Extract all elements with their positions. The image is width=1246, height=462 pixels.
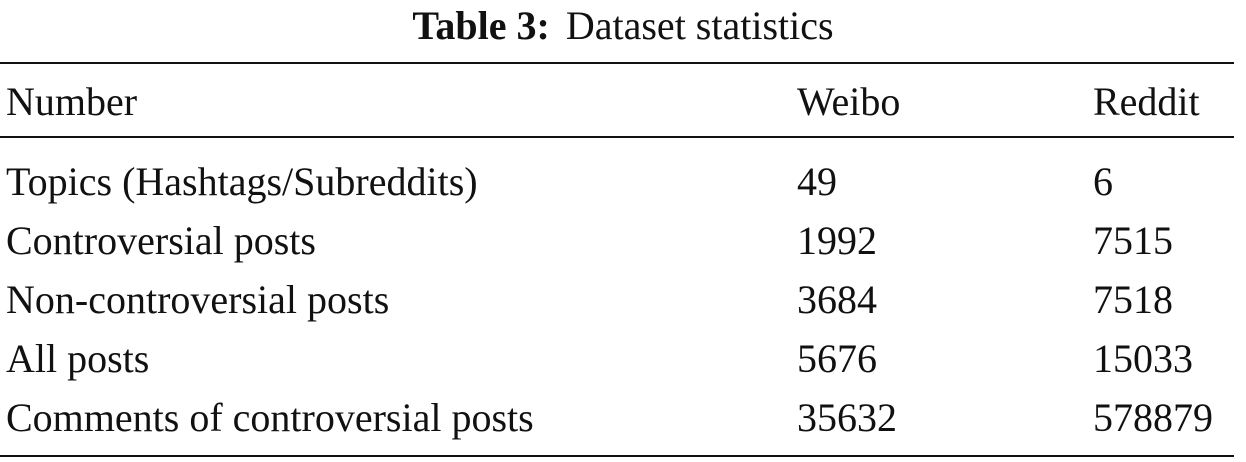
table-caption-title: Dataset statistics [565,3,834,48]
reddit-value: 7518 [1093,276,1173,322]
table-caption: Table 3: Dataset statistics [0,2,1246,50]
reddit-value: 15033 [1093,335,1193,381]
table-caption-label: Table 3: [412,3,550,48]
row-label: All posts [6,335,150,381]
row-label: Comments of controversial posts [6,394,534,440]
reddit-value: 6 [1093,158,1113,204]
table-row: Non-controversial posts 3684 7518 [0,270,1234,329]
weibo-value: 5676 [797,335,877,381]
column-header-number: Number [6,79,138,124]
row-label: Topics (Hashtags/Subreddits) [6,158,478,204]
table-row: Controversial posts 1992 7515 [0,211,1234,270]
table-row: Topics (Hashtags/Subreddits) 49 6 [0,152,1234,211]
weibo-value: 49 [797,158,837,204]
table-top-rule [0,62,1234,64]
table-bottom-rule [0,455,1234,457]
weibo-value: 35632 [797,394,897,440]
column-header-weibo: Weibo [797,79,901,124]
weibo-value: 1992 [797,217,877,263]
table-header-row: Number Weibo Reddit [0,64,1234,140]
reddit-value: 578879 [1093,394,1213,440]
table-header-rule [0,136,1234,138]
table-row: All posts 5676 15033 [0,329,1234,388]
column-header-reddit: Reddit [1093,79,1200,124]
reddit-value: 7515 [1093,217,1173,263]
dataset-statistics-table: Number Weibo Reddit Topics (Hashtags/Sub… [0,64,1234,447]
row-label: Controversial posts [6,217,316,263]
table-row: Comments of controversial posts 35632 57… [0,388,1234,447]
weibo-value: 3684 [797,276,877,322]
row-label: Non-controversial posts [6,276,390,322]
